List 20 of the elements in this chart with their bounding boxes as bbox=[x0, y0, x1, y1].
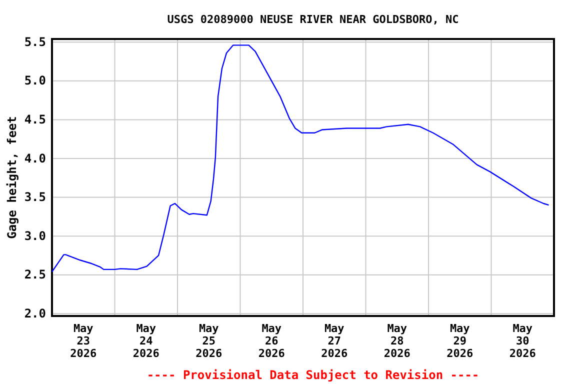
y-tick-label: 2.5 bbox=[24, 268, 46, 282]
x-tick-label: May 26 2026 bbox=[258, 322, 286, 360]
x-tick-label: May 27 2026 bbox=[321, 322, 348, 360]
y-tick-label: 2.0 bbox=[24, 306, 46, 321]
y-axis-title: Gage height, feet bbox=[5, 116, 19, 239]
y-tick-label: 3.0 bbox=[24, 228, 46, 243]
y-tick-label: 5.5 bbox=[24, 34, 46, 49]
y-tick-label: 4.0 bbox=[24, 151, 46, 166]
x-tick-label: May 30 2026 bbox=[509, 322, 536, 360]
y-tick-label: 3.5 bbox=[24, 190, 46, 204]
x-tick-label: May 23 2026 bbox=[70, 322, 97, 360]
x-tick-label: May 29 2026 bbox=[446, 322, 474, 360]
text: ---- Provisional Data Subject to Revision ---- bbox=[146, 368, 480, 382]
x-tick-label: May 28 2026 bbox=[384, 322, 411, 360]
x-tick-label: May 24 2026 bbox=[132, 322, 160, 360]
x-tick-label: May 25 2026 bbox=[196, 322, 222, 360]
line-series bbox=[51, 44, 550, 272]
y-tick-label: 5.0 bbox=[24, 74, 46, 88]
chart-title: USGS 02089000 NEUSE RIVER NEAR GOLDSBORO, NC bbox=[167, 13, 459, 26]
y-tick-label: 4.5 bbox=[24, 112, 46, 127]
